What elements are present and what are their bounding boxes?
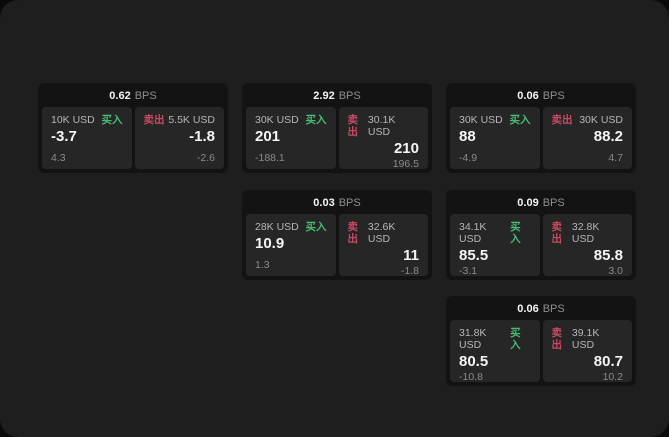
sell-price: -1.8: [189, 128, 215, 145]
buy-price: 201: [255, 128, 281, 145]
bps-header: 0.09 BPS: [450, 194, 632, 212]
sell-panel[interactable]: 卖出 32.6K USD 11 -1.8: [338, 214, 428, 277]
buy-delta: -188.1: [255, 152, 285, 164]
bps-header: 0.03 BPS: [246, 194, 428, 212]
buy-delta: 4.3: [51, 152, 66, 164]
bps-value: 0.06: [517, 90, 539, 102]
buy-price: 85.5: [459, 247, 489, 264]
buy-side-label: 买入: [509, 114, 531, 126]
sell-price: 11: [403, 247, 419, 264]
quote-card-2: 2.92 BPS 30K USD 买入 201 -188.1 卖出 30.1K U…: [242, 83, 432, 173]
bps-header: 2.92 BPS: [246, 87, 428, 105]
quote-card-3: 0.06 BPS 30K USD 买入 88 -4.9 卖出 30K USD 88…: [446, 83, 636, 173]
sell-amount: 32.8K USD: [571, 221, 600, 245]
bps-value: 0.09: [517, 197, 539, 209]
sell-amount: 32.6K USD: [367, 221, 396, 245]
sell-delta: -1.8: [400, 265, 419, 277]
buy-side-label: 买入: [101, 114, 123, 126]
sell-price: 80.7: [593, 353, 623, 370]
sell-amount: 30K USD: [579, 114, 623, 126]
buy-panel[interactable]: 31.8K USD 买入 80.5 -10.8: [450, 320, 540, 383]
buy-delta: -3.1: [459, 265, 478, 277]
buy-amount: 34.1K USD: [459, 221, 487, 245]
bps-value: 0.06: [517, 303, 539, 315]
buy-price: 10.9: [255, 235, 285, 252]
sell-price: 85.8: [593, 247, 623, 264]
sell-amount: 5.5K USD: [168, 114, 215, 126]
sell-delta: 196.5: [392, 158, 419, 170]
bps-unit-label: BPS: [542, 90, 565, 102]
bps-unit-label: BPS: [134, 90, 157, 102]
sell-delta: 3.0: [608, 265, 623, 277]
buy-side-label: 买入: [305, 221, 327, 233]
sell-side-label: 卖出: [143, 114, 165, 126]
sell-price: 88.2: [593, 128, 623, 145]
buy-amount: 31.8K USD: [459, 327, 487, 351]
buy-delta: -10.8: [459, 371, 483, 383]
sell-price: 210: [393, 140, 419, 157]
bps-value: 0.03: [313, 197, 335, 209]
bps-unit-label: BPS: [542, 303, 565, 315]
buy-price: 80.5: [459, 353, 489, 370]
quote-card-6: 0.06 BPS 31.8K USD 买入 80.5 -10.8 卖出 39.1K…: [446, 296, 636, 386]
buy-delta: 1.3: [255, 259, 270, 271]
sell-amount: 30.1K USD: [367, 114, 396, 138]
bps-unit-label: BPS: [338, 197, 361, 209]
sell-side-label: 卖出: [551, 221, 563, 245]
sell-panel[interactable]: 卖出 30K USD 88.2 4.7: [542, 107, 632, 169]
bps-header: 0.06 BPS: [450, 87, 632, 105]
bps-header: 0.06 BPS: [450, 300, 632, 318]
bps-unit-label: BPS: [338, 90, 361, 102]
sell-side-label: 卖出: [551, 327, 563, 351]
buy-amount: 30K USD: [255, 114, 299, 126]
sell-side-label: 卖出: [551, 114, 573, 126]
bps-value: 0.62: [109, 90, 131, 102]
quote-card-1: 0.62 BPS 10K USD 买入 -3.7 4.3 卖出 5.5K USD …: [38, 83, 228, 173]
buy-panel[interactable]: 30K USD 买入 201 -188.1: [246, 107, 336, 169]
sell-panel[interactable]: 卖出 30.1K USD 210 196.5: [338, 107, 428, 170]
bps-value: 2.92: [313, 90, 335, 102]
buy-price: 88: [459, 128, 476, 145]
buy-panel[interactable]: 34.1K USD 买入 85.5 -3.1: [450, 214, 540, 277]
buy-amount: 10K USD: [51, 114, 95, 126]
buy-amount: 30K USD: [459, 114, 503, 126]
sell-panel[interactable]: 卖出 5.5K USD -1.8 -2.6: [134, 107, 224, 169]
sell-side-label: 卖出: [347, 114, 359, 138]
buy-price: -3.7: [51, 128, 77, 145]
sell-delta: 10.2: [602, 371, 623, 383]
quote-card-5: 0.09 BPS 34.1K USD 买入 85.5 -3.1 卖出 32.8K …: [446, 190, 636, 280]
quote-card-4: 0.03 BPS 28K USD 买入 10.9 1.3 卖出 32.6K USD…: [242, 190, 432, 280]
buy-panel[interactable]: 28K USD 买入 10.9 1.3: [246, 214, 336, 276]
sell-panel[interactable]: 卖出 32.8K USD 85.8 3.0: [542, 214, 632, 277]
sell-delta: 4.7: [608, 152, 623, 164]
buy-side-label: 买入: [305, 114, 327, 126]
bps-header: 0.62 BPS: [42, 87, 224, 105]
sell-amount: 39.1K USD: [571, 327, 600, 351]
sell-panel[interactable]: 卖出 39.1K USD 80.7 10.2: [542, 320, 632, 383]
buy-panel[interactable]: 30K USD 买入 88 -4.9: [450, 107, 540, 169]
buy-panel[interactable]: 10K USD 买入 -3.7 4.3: [42, 107, 132, 169]
buy-delta: -4.9: [459, 152, 478, 164]
buy-amount: 28K USD: [255, 221, 299, 233]
sell-side-label: 卖出: [347, 221, 359, 245]
bps-unit-label: BPS: [542, 197, 565, 209]
buy-side-label: 买入: [510, 221, 521, 245]
sell-delta: -2.6: [196, 152, 215, 164]
buy-side-label: 买入: [510, 327, 521, 351]
